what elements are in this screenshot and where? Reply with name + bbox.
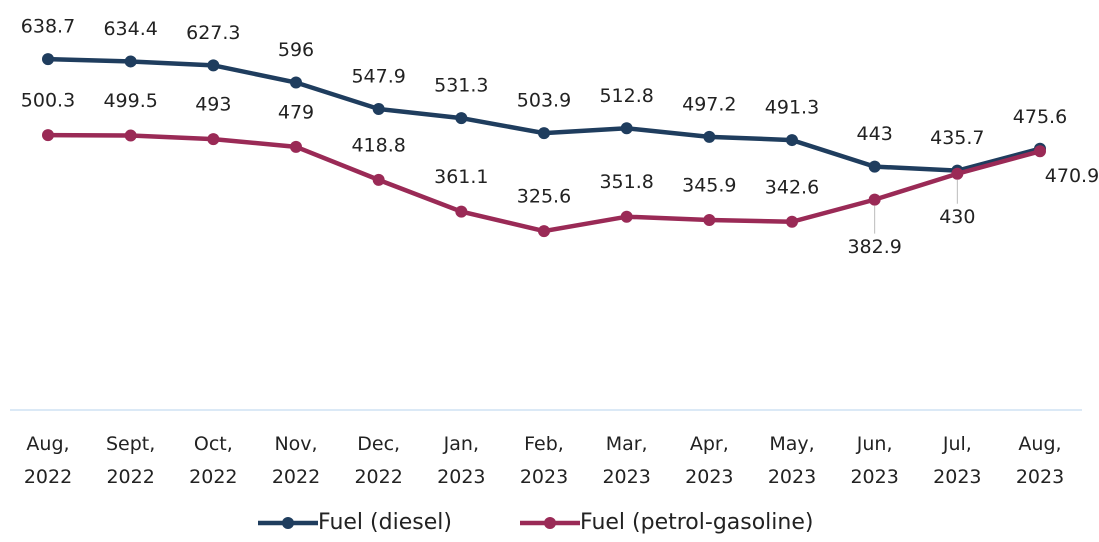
data-label: 361.1 — [434, 166, 488, 188]
data-label: 325.6 — [517, 186, 571, 208]
point — [620, 210, 633, 223]
data-label: 512.8 — [599, 85, 653, 107]
data-label: 638.7 — [21, 16, 75, 38]
line — [47, 132, 1041, 234]
legend-marker — [282, 517, 294, 529]
data-label: 470.9 — [1045, 165, 1099, 187]
data-label: 435.7 — [930, 127, 984, 149]
point — [207, 133, 220, 146]
x-tick-label: Dec, 2022 — [354, 433, 403, 488]
point — [703, 130, 716, 143]
point — [538, 225, 550, 238]
point — [1034, 145, 1046, 158]
point — [372, 173, 385, 186]
data-label: 351.8 — [599, 171, 653, 193]
data-label: 443 — [857, 123, 893, 145]
point — [372, 102, 385, 115]
x-tick-label: Jul, 2023 — [933, 433, 982, 488]
point — [703, 213, 716, 226]
point — [207, 59, 220, 72]
point — [455, 205, 468, 218]
data-label: 531.3 — [434, 75, 488, 97]
point — [124, 55, 137, 68]
data-label: 475.6 — [1013, 106, 1067, 128]
point — [538, 127, 550, 140]
data-label: 497.2 — [682, 93, 736, 115]
x-tick-label: Aug, 2022 — [23, 433, 73, 488]
data-label: 627.3 — [186, 22, 240, 44]
x-tick-label: Jan, 2023 — [437, 433, 486, 488]
data-label: 596 — [278, 39, 314, 61]
point — [455, 112, 468, 125]
x-tick-label: Feb, 2023 — [519, 433, 569, 488]
data-label: 418.8 — [351, 134, 405, 156]
point — [951, 167, 964, 180]
data-label: 499.5 — [103, 90, 157, 112]
data-label: 345.9 — [682, 174, 736, 196]
data-label: 382.9 — [847, 236, 901, 258]
data-label: 503.9 — [517, 90, 571, 112]
data-label: 634.4 — [103, 18, 157, 40]
legend-label: Fuel (petrol-gasoline) — [580, 510, 813, 535]
data-label: 430 — [939, 206, 975, 228]
x-tick-label: Sept, 2022 — [106, 433, 156, 488]
x-tick-label: Mar, 2023 — [602, 433, 651, 488]
data-label: 342.6 — [765, 176, 819, 198]
data-label: 479 — [278, 101, 314, 123]
point — [868, 193, 881, 206]
point — [620, 122, 633, 135]
data-label: 493 — [195, 94, 231, 116]
point — [290, 76, 302, 89]
data-label: 491.3 — [765, 97, 819, 119]
x-tick-label: Aug, 2023 — [1015, 433, 1065, 488]
point — [786, 134, 798, 147]
x-tick-label: May, 2023 — [767, 433, 817, 488]
point — [786, 215, 798, 228]
point — [124, 129, 137, 142]
legend-label: Fuel (diesel) — [318, 510, 452, 535]
point — [42, 53, 54, 66]
point — [868, 160, 881, 173]
data-label: 500.3 — [21, 90, 75, 112]
x-tick-label: Oct, 2022 — [189, 433, 238, 488]
data-label: 547.9 — [351, 65, 405, 87]
point — [290, 140, 302, 153]
x-tick-label: Apr, 2023 — [685, 433, 734, 488]
x-tick-label: Nov, 2022 — [271, 433, 321, 488]
legend-marker — [544, 517, 556, 529]
point — [42, 129, 54, 142]
x-tick-label: Jun, 2023 — [850, 433, 899, 488]
